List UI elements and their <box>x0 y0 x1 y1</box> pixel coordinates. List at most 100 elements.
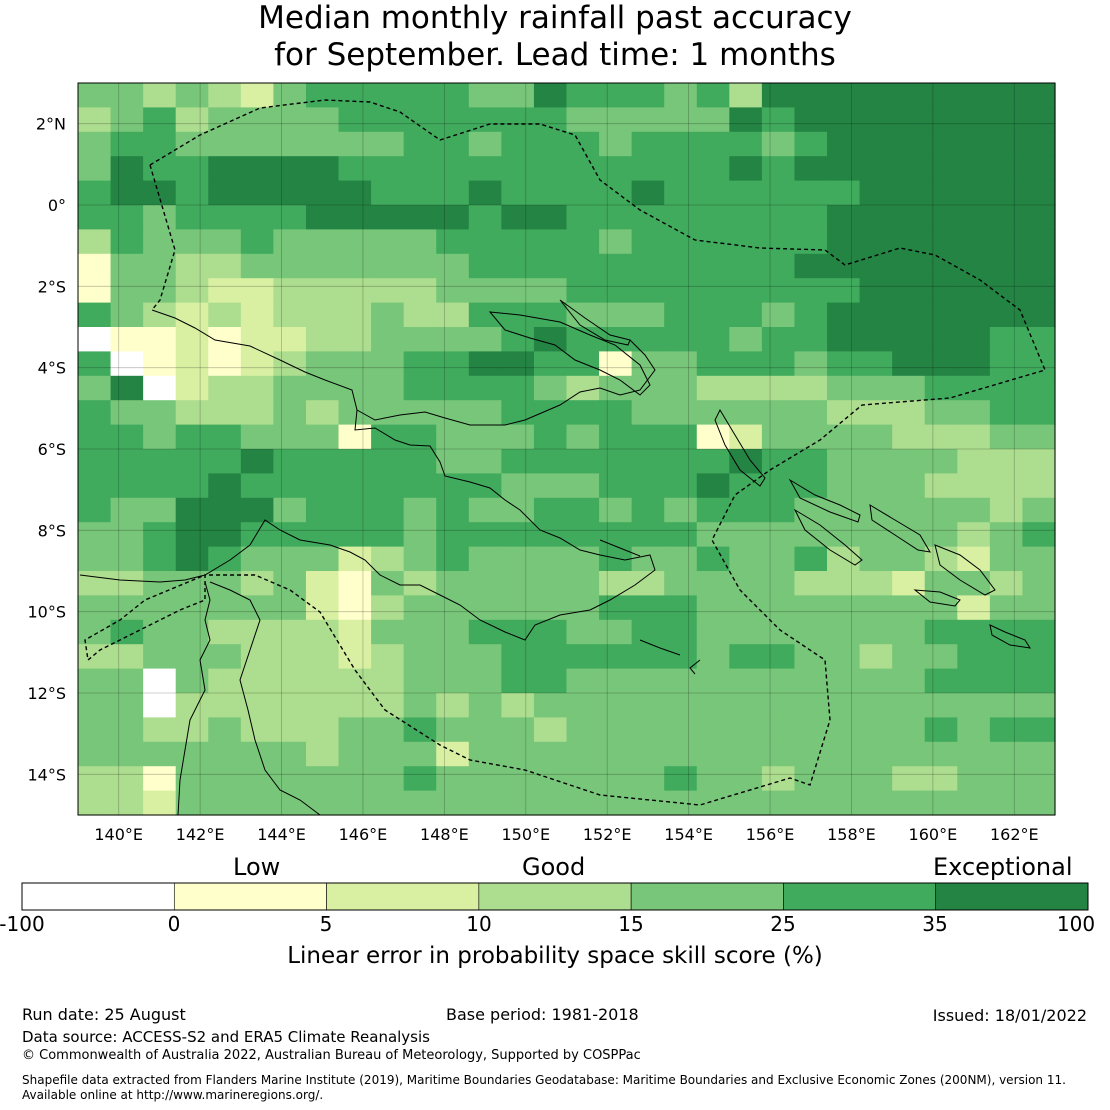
heatmap-cell <box>338 131 372 157</box>
heatmap-cell <box>208 229 242 255</box>
heatmap-cell <box>989 717 1024 743</box>
y-tick-label: 2°N <box>36 115 66 134</box>
heatmap-cell <box>566 156 600 182</box>
heatmap-cell <box>78 717 112 743</box>
heatmap-cell <box>827 473 861 499</box>
heatmap-cell <box>403 644 437 670</box>
heatmap-cell <box>794 83 828 108</box>
heatmap-cell <box>110 205 144 230</box>
heatmap-cell <box>761 668 796 694</box>
heatmap-cell <box>664 766 698 792</box>
x-tick-label: 150°E <box>501 825 550 844</box>
heatmap-cell <box>533 790 568 816</box>
heatmap-cell <box>468 205 502 230</box>
heatmap-cell <box>859 180 893 206</box>
heatmap-cell <box>664 400 698 426</box>
heatmap-cell <box>892 571 926 596</box>
heatmap-cell <box>1022 400 1056 426</box>
heatmap-cell <box>78 449 112 474</box>
heatmap-cell <box>273 668 307 694</box>
heatmap-cell <box>957 790 991 816</box>
heatmap-cell <box>989 497 1024 523</box>
heatmap-cell <box>957 619 991 645</box>
heatmap-cell <box>696 156 730 182</box>
heatmap-cell <box>338 375 372 401</box>
heatmap-cell <box>1022 473 1056 499</box>
heatmap-cell <box>729 693 763 718</box>
heatmap-cell <box>305 497 340 523</box>
heatmap-cell <box>892 717 926 743</box>
heatmap-cell <box>794 278 828 304</box>
heatmap-cell <box>924 424 958 450</box>
heatmap-cell <box>566 327 600 352</box>
heatmap-cell <box>729 473 763 499</box>
heatmap-cell <box>371 351 405 377</box>
heatmap-cell <box>403 766 437 792</box>
heatmap-cell <box>175 619 209 645</box>
heatmap-cell <box>924 278 958 304</box>
heatmap-cell <box>436 766 470 792</box>
heatmap-cell <box>501 766 535 792</box>
heatmap-cell <box>566 131 600 157</box>
heatmap-cell <box>436 180 470 206</box>
heatmap-cell <box>240 790 274 816</box>
heatmap-cell <box>110 424 144 450</box>
heatmap-cell <box>110 131 144 157</box>
heatmap-cell <box>859 644 893 670</box>
heatmap-cell <box>761 473 796 499</box>
heatmap-cell <box>143 717 177 743</box>
heatmap-cell <box>436 83 470 108</box>
heatmap-cell <box>338 351 372 377</box>
heatmap-cell <box>403 741 437 767</box>
heatmap-cell <box>403 205 437 230</box>
heatmap-cell <box>827 449 861 474</box>
heatmap-cell <box>827 278 861 304</box>
heatmap-cell <box>859 131 893 157</box>
heatmap-cell <box>110 229 144 255</box>
heatmap-cell <box>403 131 437 157</box>
heatmap-cell <box>566 180 600 206</box>
heatmap-cell <box>175 400 209 426</box>
heatmap-cell <box>957 595 991 621</box>
heatmap-cell <box>827 644 861 670</box>
heatmap-cell <box>240 327 274 352</box>
heatmap-cell <box>468 644 502 670</box>
heatmap-cell <box>566 790 600 816</box>
heatmap-cell <box>371 644 405 670</box>
heatmap-cell <box>761 546 796 572</box>
heatmap-cell <box>664 449 698 474</box>
heatmap-cell <box>533 497 568 523</box>
heatmap-cell <box>761 205 796 230</box>
heatmap-cell <box>501 571 535 596</box>
heatmap-cell <box>143 619 177 645</box>
heatmap-cell <box>696 205 730 230</box>
heatmap-cell <box>78 766 112 792</box>
heatmap-cell <box>468 156 502 182</box>
heatmap-cell <box>371 327 405 352</box>
eez-boundaries <box>84 99 1046 806</box>
coastline-australia <box>177 581 211 816</box>
heatmap-cell <box>729 497 763 523</box>
heatmap-cell <box>729 83 763 108</box>
heatmap-cell <box>78 205 112 230</box>
coastline-solomons-5 <box>913 589 961 607</box>
heatmap-cell <box>78 327 112 352</box>
heatmap-cell <box>957 107 991 133</box>
heatmap-cell <box>143 205 177 230</box>
heatmap-cell <box>729 522 763 548</box>
heatmap-cell <box>729 717 763 743</box>
heatmap-cell <box>273 717 307 743</box>
heatmap-cell <box>501 668 535 694</box>
heatmap-cell <box>208 668 242 694</box>
heatmap-cell <box>794 497 828 523</box>
heatmap-cell <box>761 571 796 596</box>
heatmap-cell <box>827 375 861 401</box>
heatmap-cell <box>273 400 307 426</box>
heatmap-cell <box>468 619 502 645</box>
run-date: Run date: 25 August <box>22 1005 186 1024</box>
heatmap-cell <box>892 131 926 157</box>
heatmap-cell <box>664 741 698 767</box>
heatmap-cell <box>501 205 535 230</box>
heatmap-cell <box>273 619 307 645</box>
heatmap-cell <box>859 717 893 743</box>
